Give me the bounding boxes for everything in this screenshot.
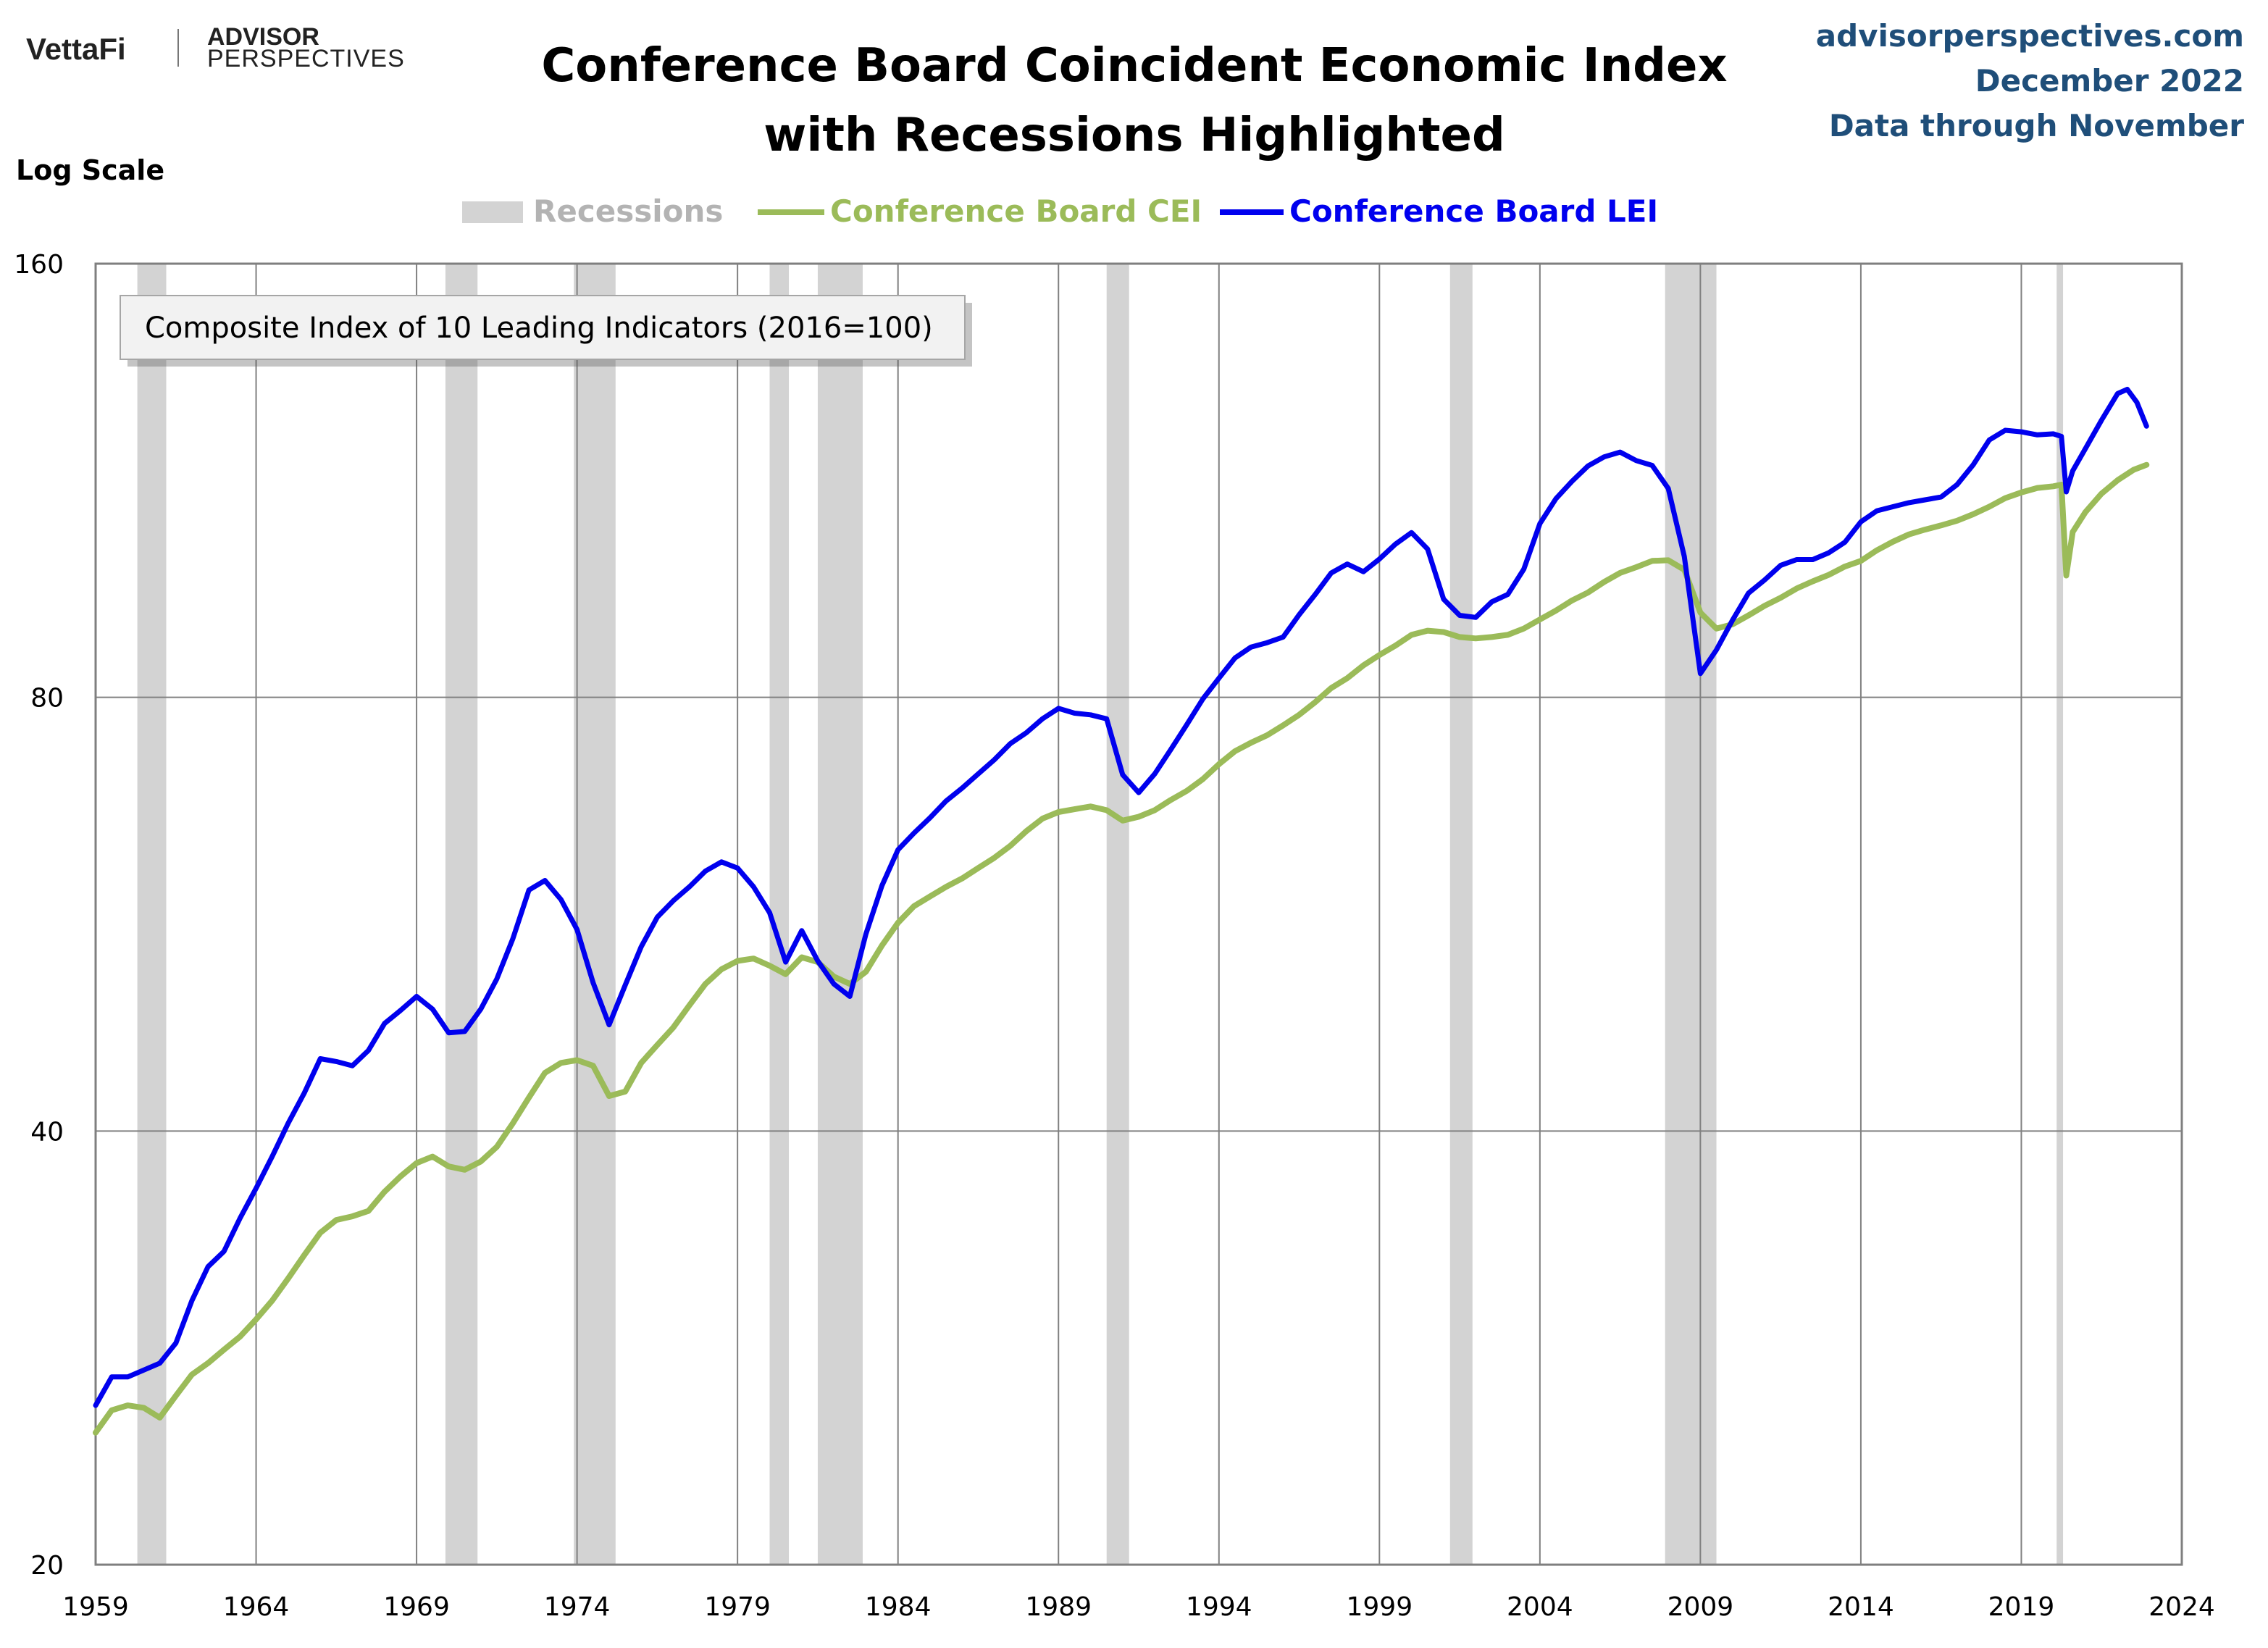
x-tick-label-13: 2024: [2148, 1592, 2215, 1622]
recession-band-8: [2056, 264, 2064, 1565]
x-tick-label-6: 1989: [1025, 1592, 1092, 1622]
x-tick-label-11: 2014: [1828, 1592, 1894, 1622]
x-tick-label-8: 1999: [1346, 1592, 1413, 1622]
x-tick-label-1: 1964: [223, 1592, 290, 1622]
y-axis-ticks: 20 40 80 160: [14, 250, 64, 1581]
recession-bands: [137, 264, 2064, 1565]
y-tick-label-0: 20: [30, 1551, 64, 1581]
legend-label-lei: Conference Board LEI: [1289, 193, 1658, 229]
legend-label-cei: Conference Board CEI: [830, 193, 1202, 229]
x-tick-label-7: 1994: [1186, 1592, 1252, 1622]
recession-band-0: [137, 264, 167, 1565]
grid: [95, 263, 2183, 1565]
x-tick-label-4: 1979: [704, 1592, 771, 1622]
annotation-text: Composite Index of 10 Leading Indicators…: [145, 311, 933, 345]
x-tick-label-2: 1969: [383, 1592, 450, 1622]
logo-perspectives: PERSPECTIVES: [207, 45, 405, 72]
x-tick-label-10: 2009: [1667, 1592, 1734, 1622]
series-line-lei: [93, 386, 2149, 1408]
x-tick-label-5: 1984: [865, 1592, 932, 1622]
annotation-box: Composite Index of 10 Leading Indicators…: [120, 295, 972, 367]
x-tick-label-12: 2019: [1988, 1592, 2055, 1622]
recession-band-3: [769, 264, 790, 1565]
recession-band-7: [1665, 264, 1717, 1565]
y-tick-label-1: 40: [30, 1117, 64, 1147]
plot-frame: [94, 262, 2183, 1566]
chart-title: Conference Board Coincident Economic Ind…: [541, 39, 1727, 93]
source-site: advisorperspectives.com: [1816, 18, 2244, 54]
scale-label: Log Scale: [16, 154, 164, 186]
recession-band-5: [1106, 264, 1129, 1565]
legend: Recessions Conference Board CEI Conferen…: [462, 193, 1658, 229]
x-tick-label-0: 1959: [62, 1592, 129, 1622]
recession-band-2: [574, 264, 616, 1565]
logo-advisor: ADVISOR: [207, 23, 319, 51]
annotation-background: [120, 295, 966, 360]
recession-band-4: [817, 264, 863, 1565]
logo-vettafi: VettaFi: [26, 32, 126, 66]
source-data-through: Data through November: [1829, 108, 2244, 143]
recession-band-1: [445, 264, 478, 1565]
x-tick-label-9: 2004: [1507, 1592, 1573, 1622]
vettafi-logo: VettaFi ADVISOR PERSPECTIVES: [26, 23, 405, 72]
recession-band-6: [1449, 264, 1473, 1565]
y-tick-label-2: 80: [30, 684, 64, 714]
x-axis-ticks: 1959 1964 1969 1974 1979 1984 1989 1994 1999 2004…: [62, 1592, 2215, 1622]
y-tick-label-3: 160: [14, 250, 64, 280]
legend-swatch-recessions: [462, 201, 523, 223]
legend-label-recessions: Recessions: [533, 193, 723, 229]
x-tick-label-3: 1974: [544, 1592, 611, 1622]
source-date: December 2022: [1975, 63, 2244, 99]
series-lines: [93, 386, 2150, 1436]
series-line-cei: [93, 461, 2150, 1436]
chart-subtitle: with Recessions Highlighted: [763, 109, 1505, 162]
